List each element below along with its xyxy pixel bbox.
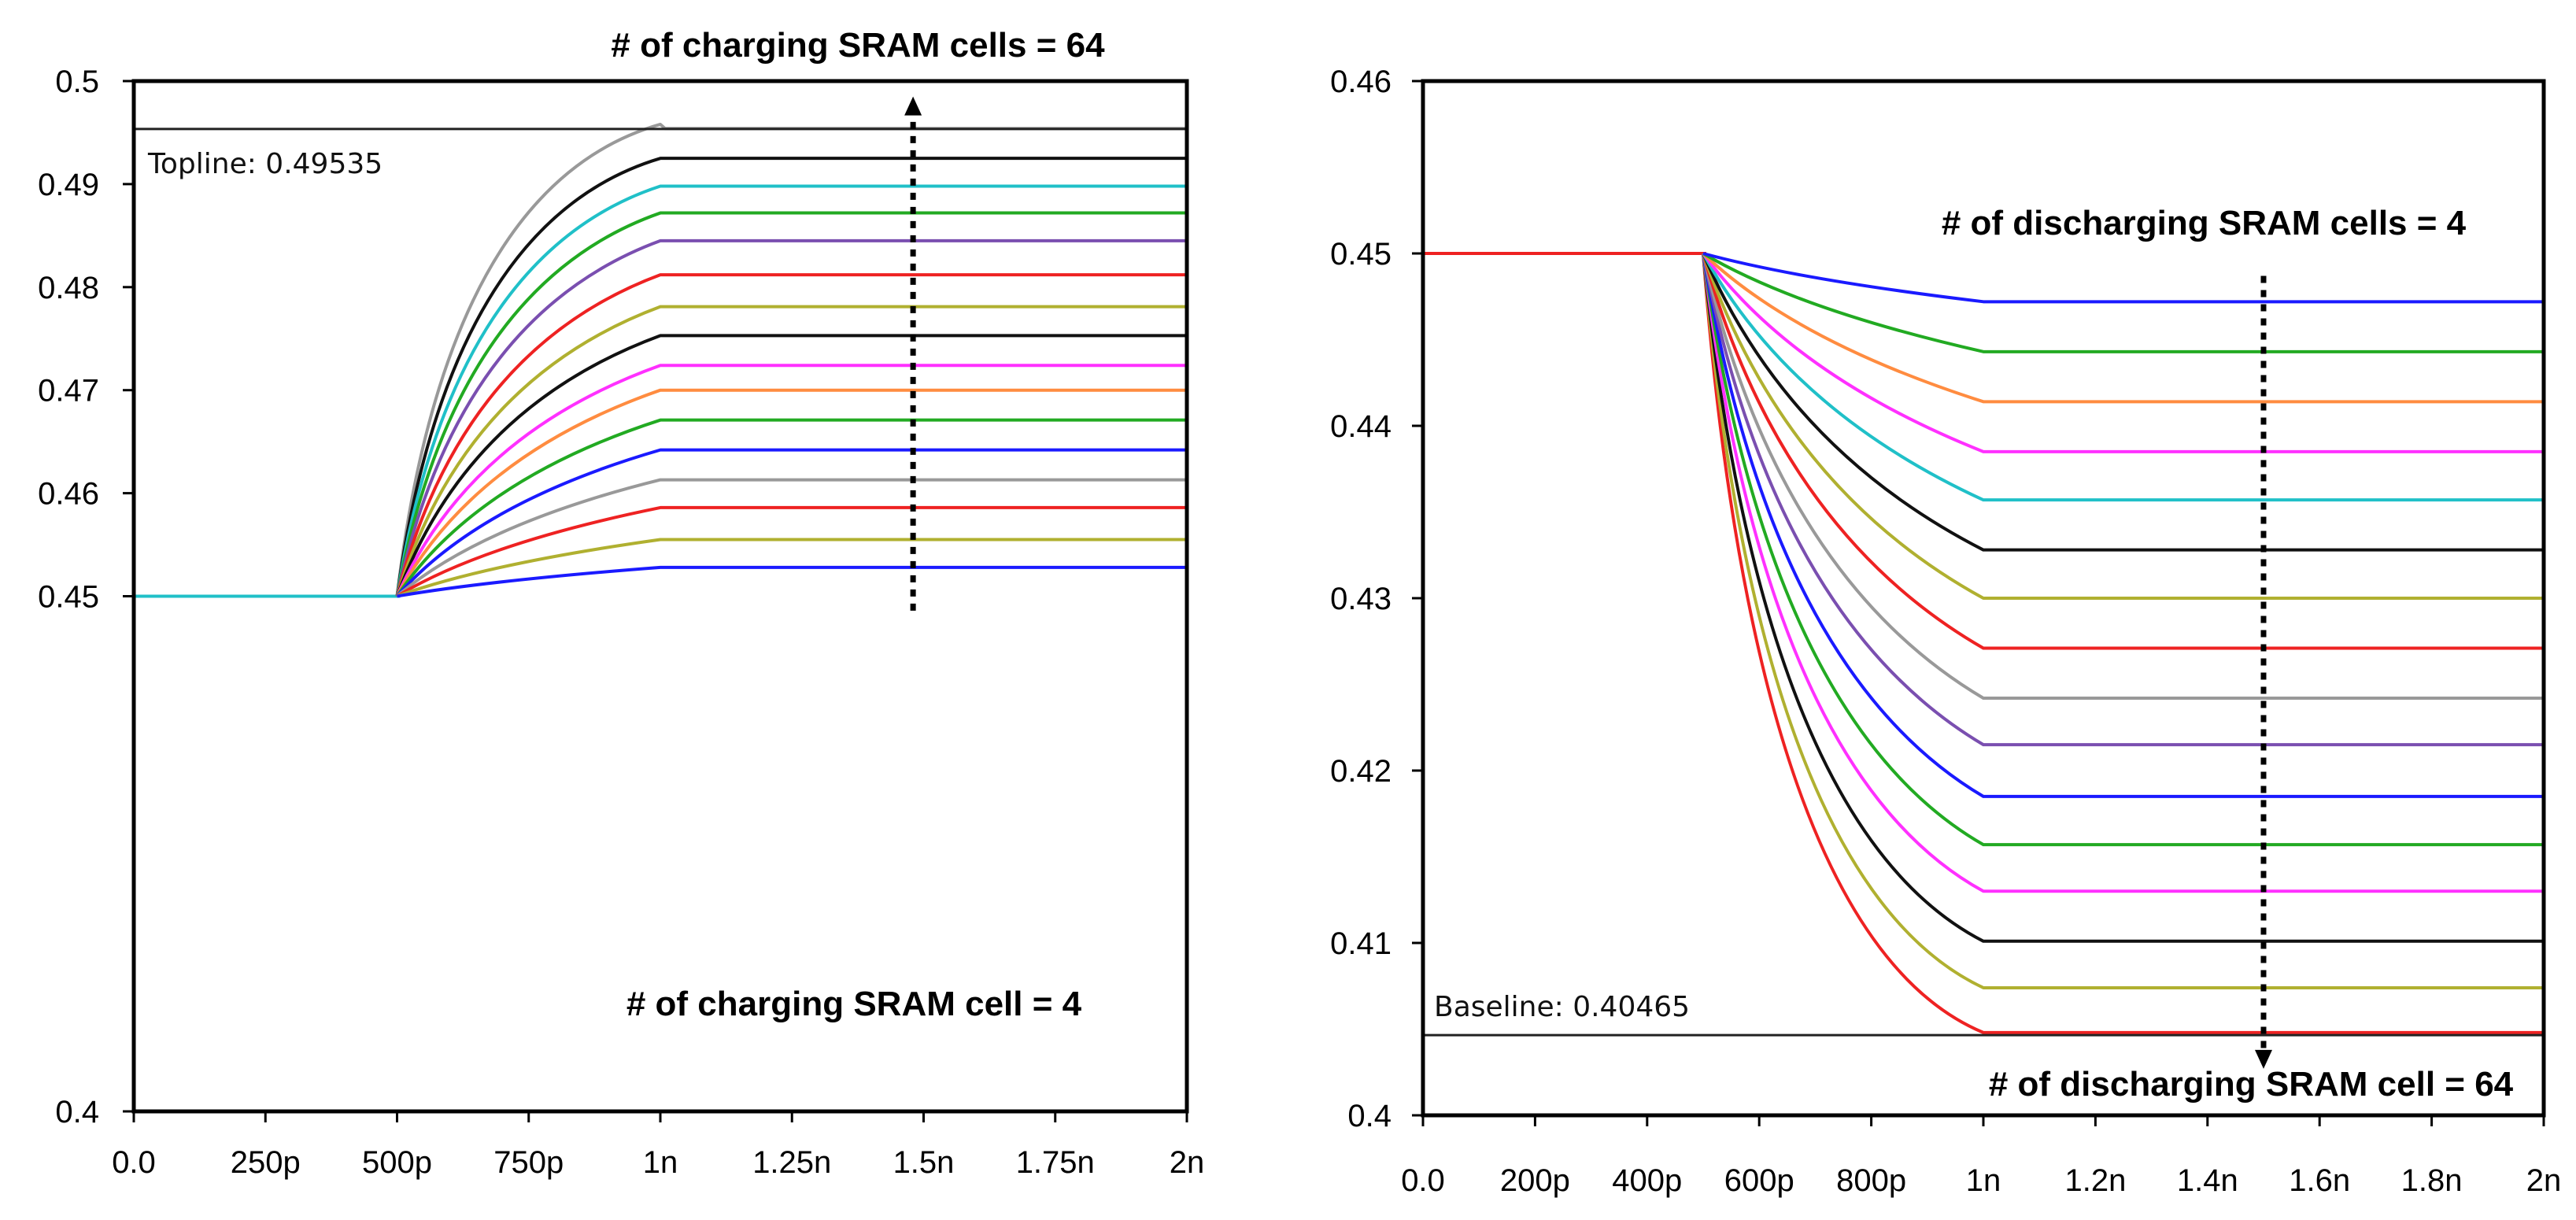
series-line <box>395 184 1187 597</box>
x-tick-label: 750p <box>493 1145 564 1180</box>
x-tick-label: 1.75n <box>1016 1145 1095 1180</box>
x-tick-label: 1.25n <box>752 1145 831 1180</box>
series-line <box>1702 252 2544 353</box>
series-line <box>395 364 1187 597</box>
x-tick-label: 600p <box>1724 1163 1794 1198</box>
y-tick-label: 0.49 <box>38 168 99 202</box>
x-tick-label: 1.2n <box>2064 1163 2126 1198</box>
series-line <box>397 565 1187 598</box>
x-tick-label: 2n <box>2526 1163 2562 1198</box>
series-line <box>1702 253 2544 893</box>
y-tick-label: 0.4 <box>1347 1099 1391 1133</box>
x-tick-label: 1.8n <box>2401 1163 2463 1198</box>
series-line <box>396 478 1187 598</box>
y-tick-label: 0.48 <box>38 271 99 305</box>
y-tick-label: 0.45 <box>1330 237 1391 272</box>
series-line <box>1702 253 2544 747</box>
series-line <box>1702 253 2544 989</box>
trend-arrow-head <box>2255 1049 2272 1069</box>
x-tick-label: 0.0 <box>1401 1163 1445 1198</box>
y-tick-label: 0.46 <box>1330 65 1391 99</box>
series-line <box>1702 252 2544 404</box>
series-line <box>1702 253 2544 701</box>
charging-chart: 0.4 0.45 0.46 0.47 0.48 0.49 0.5 0.0 250p 500p 750… <box>38 26 1204 1180</box>
series-line <box>395 157 1187 597</box>
y-tick-label: 0.44 <box>1330 409 1391 444</box>
y-tick-label: 0.5 <box>55 65 99 99</box>
y-tick-label: 0.4 <box>55 1095 99 1129</box>
y-tick-label: 0.47 <box>38 374 99 409</box>
discharging-chart: 0.4 0.41 0.42 0.43 0.44 0.45 0.46 0.0 200p 400p 60… <box>1330 65 2561 1198</box>
series-line <box>1702 252 2544 304</box>
series-line <box>395 418 1187 597</box>
plot-frame <box>1421 79 2546 1118</box>
reference-line-label: Topline: 0.49535 <box>147 148 383 180</box>
x-tick-label: 800p <box>1836 1163 1906 1198</box>
plot-frame <box>131 79 1189 1114</box>
series-line <box>396 538 1187 598</box>
series-line <box>395 238 1187 597</box>
y-tick-label: 0.45 <box>38 580 99 615</box>
x-tick-label: 0.0 <box>112 1145 156 1180</box>
x-tick-label: 1n <box>1966 1163 2001 1198</box>
x-tick-label: 1n <box>643 1145 678 1180</box>
series-line <box>1702 253 2544 552</box>
series-line <box>395 448 1187 597</box>
x-tick-label: 2n <box>1170 1145 1205 1180</box>
series-line <box>1702 253 2544 1034</box>
x-tick-label: 1.5n <box>893 1145 955 1180</box>
series-line <box>395 211 1187 597</box>
annotation-top: # of charging SRAM cells = 64 <box>611 26 1105 65</box>
y-tick-label: 0.46 <box>38 477 99 512</box>
series-line <box>1702 253 2544 502</box>
series-line <box>395 388 1187 597</box>
y-tick-label: 0.42 <box>1330 754 1391 789</box>
series-line <box>395 122 1187 597</box>
series-line <box>1702 252 2544 453</box>
y-tick-label: 0.43 <box>1330 582 1391 616</box>
series-line <box>1702 253 2544 600</box>
series-line <box>1702 253 2544 650</box>
x-tick-label: 400p <box>1612 1163 1682 1198</box>
series-line <box>1702 253 2544 943</box>
x-tick-label: 1.4n <box>2177 1163 2238 1198</box>
trend-arrow-head <box>904 96 922 116</box>
series-line <box>1702 253 2544 847</box>
x-tick-label: 250p <box>231 1145 301 1180</box>
x-tick-label: 1.6n <box>2289 1163 2350 1198</box>
annotation-top: # of discharging SRAM cells = 4 <box>1942 204 2467 242</box>
series-line <box>1702 253 2544 798</box>
series-line <box>396 505 1187 598</box>
x-tick-label: 200p <box>1500 1163 1570 1198</box>
annotation-bottom: # of discharging SRAM cell = 64 <box>1989 1065 2514 1104</box>
x-tick-label: 500p <box>362 1145 432 1180</box>
reference-line-label: Baseline: 0.40465 <box>1434 991 1690 1023</box>
series-line <box>395 334 1187 597</box>
series-line <box>395 305 1187 597</box>
series-line <box>395 273 1187 597</box>
annotation-bottom: # of charging SRAM cell = 4 <box>626 985 1082 1023</box>
y-tick-label: 0.41 <box>1330 926 1391 961</box>
